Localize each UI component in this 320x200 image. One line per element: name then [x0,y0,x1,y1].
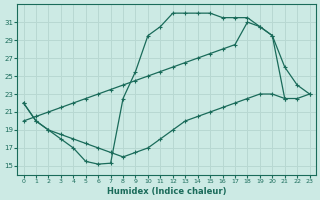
X-axis label: Humidex (Indice chaleur): Humidex (Indice chaleur) [107,187,226,196]
